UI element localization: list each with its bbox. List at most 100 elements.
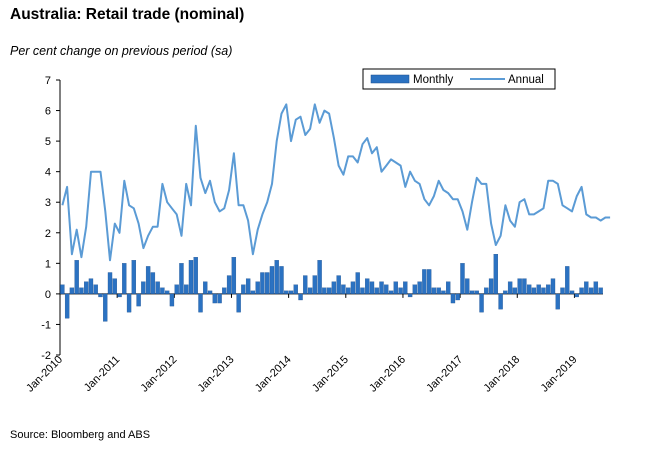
monthly-bar xyxy=(236,293,241,313)
monthly-bar xyxy=(441,290,446,295)
monthly-bar xyxy=(393,281,398,295)
monthly-bar xyxy=(269,266,275,295)
monthly-bar xyxy=(279,266,284,295)
monthly-bar xyxy=(460,263,465,295)
monthly-bar xyxy=(145,266,151,295)
monthly-bar xyxy=(103,293,108,322)
monthly-bar xyxy=(588,287,594,295)
monthly-bar xyxy=(203,281,208,295)
monthly-bar xyxy=(184,284,189,295)
monthly-bar xyxy=(307,287,313,295)
chart-title: Australia: Retail trade (nominal) xyxy=(10,6,245,23)
monthly-bar xyxy=(431,287,437,295)
monthly-bar xyxy=(417,281,422,295)
monthly-bar xyxy=(574,293,579,298)
monthly-bar xyxy=(446,281,451,295)
x-tick-label: Jan-2011 xyxy=(82,354,122,394)
chart-legend: Monthly Annual xyxy=(362,68,556,90)
x-tick-label: Jan-2019 xyxy=(539,354,580,395)
legend-label-annual: Annual xyxy=(508,74,544,86)
x-tick-label: Jan-2018 xyxy=(481,354,522,395)
monthly-bar xyxy=(560,287,565,295)
monthly-bar xyxy=(450,293,456,304)
monthly-bar xyxy=(579,287,584,295)
chart-subtitle: Per cent change on previous period (sa) xyxy=(10,44,233,58)
monthly-bar xyxy=(365,278,370,295)
monthly-bar xyxy=(265,272,270,295)
monthly-bar xyxy=(422,269,427,295)
annual-line xyxy=(61,103,611,262)
y-tick-label: 0 xyxy=(45,289,51,301)
monthly-bar xyxy=(312,275,318,295)
monthly-bar xyxy=(541,287,546,295)
monthly-bar xyxy=(474,290,479,295)
monthly-bar xyxy=(531,287,537,295)
monthly-bar xyxy=(522,278,527,295)
y-tick-label: 1 xyxy=(45,258,51,270)
legend-swatch-monthly xyxy=(370,74,410,84)
monthly-bar xyxy=(212,293,217,304)
monthly-bar xyxy=(226,275,232,295)
monthly-bar xyxy=(317,260,322,295)
monthly-bar xyxy=(164,290,170,295)
monthly-bar xyxy=(374,287,379,295)
monthly-bar xyxy=(336,275,341,295)
monthly-bar xyxy=(250,290,256,295)
monthly-bar xyxy=(398,287,403,295)
monthly-bar xyxy=(360,287,365,295)
monthly-bar xyxy=(426,269,432,295)
monthly-bar xyxy=(93,284,98,295)
monthly-bar xyxy=(222,287,227,295)
x-tick-label: Jan-2016 xyxy=(367,354,408,395)
monthly-bar xyxy=(98,293,103,298)
monthly-bar xyxy=(198,293,203,313)
monthly-bar xyxy=(231,257,237,295)
monthly-bar xyxy=(503,290,508,295)
monthly-bar xyxy=(403,281,408,295)
monthly-bar xyxy=(126,293,132,313)
monthly-bar xyxy=(79,287,84,295)
monthly-bar xyxy=(179,263,184,295)
monthly-bar xyxy=(245,278,251,295)
annual-line-group xyxy=(61,103,611,262)
monthly-bar xyxy=(131,260,137,295)
monthly-bar xyxy=(350,281,356,295)
monthly-bar xyxy=(207,290,213,295)
y-tick-label: 6 xyxy=(45,106,51,118)
monthly-bar xyxy=(293,284,298,295)
monthly-bar xyxy=(160,287,165,295)
monthly-bar xyxy=(117,293,122,298)
monthly-bar xyxy=(107,272,113,295)
monthly-bar xyxy=(288,290,294,295)
y-tick-label: 7 xyxy=(45,75,51,87)
y-tick-label: 3 xyxy=(45,197,51,209)
monthly-bar xyxy=(384,284,389,295)
monthly-bar xyxy=(298,293,303,301)
monthly-bar xyxy=(555,293,560,310)
monthly-bar xyxy=(64,293,70,319)
monthly-bar xyxy=(241,284,246,295)
monthly-bar xyxy=(379,281,384,295)
monthly-bar xyxy=(484,287,489,295)
monthly-bar xyxy=(112,278,117,295)
monthly-bar xyxy=(74,260,79,295)
x-tick-label: Jan-2013 xyxy=(196,354,237,395)
monthly-bar xyxy=(469,290,475,295)
monthly-bar xyxy=(369,281,375,295)
monthly-bar xyxy=(303,275,308,295)
x-tick-label: Jan-2014 xyxy=(253,354,294,395)
monthly-bar xyxy=(84,281,89,295)
monthly-bar xyxy=(498,293,503,310)
monthly-bar xyxy=(388,290,394,295)
monthly-bar xyxy=(341,284,346,295)
monthly-bar xyxy=(512,287,518,295)
monthly-bar xyxy=(141,281,146,295)
monthly-bar xyxy=(550,278,556,295)
monthly-bar xyxy=(345,287,351,295)
monthly-bar xyxy=(69,287,75,295)
x-tick-label: Jan-2017 xyxy=(424,354,465,395)
monthly-bar xyxy=(60,284,65,295)
monthly-bar xyxy=(169,293,175,307)
monthly-bar xyxy=(493,254,499,295)
monthly-bar xyxy=(455,293,460,301)
